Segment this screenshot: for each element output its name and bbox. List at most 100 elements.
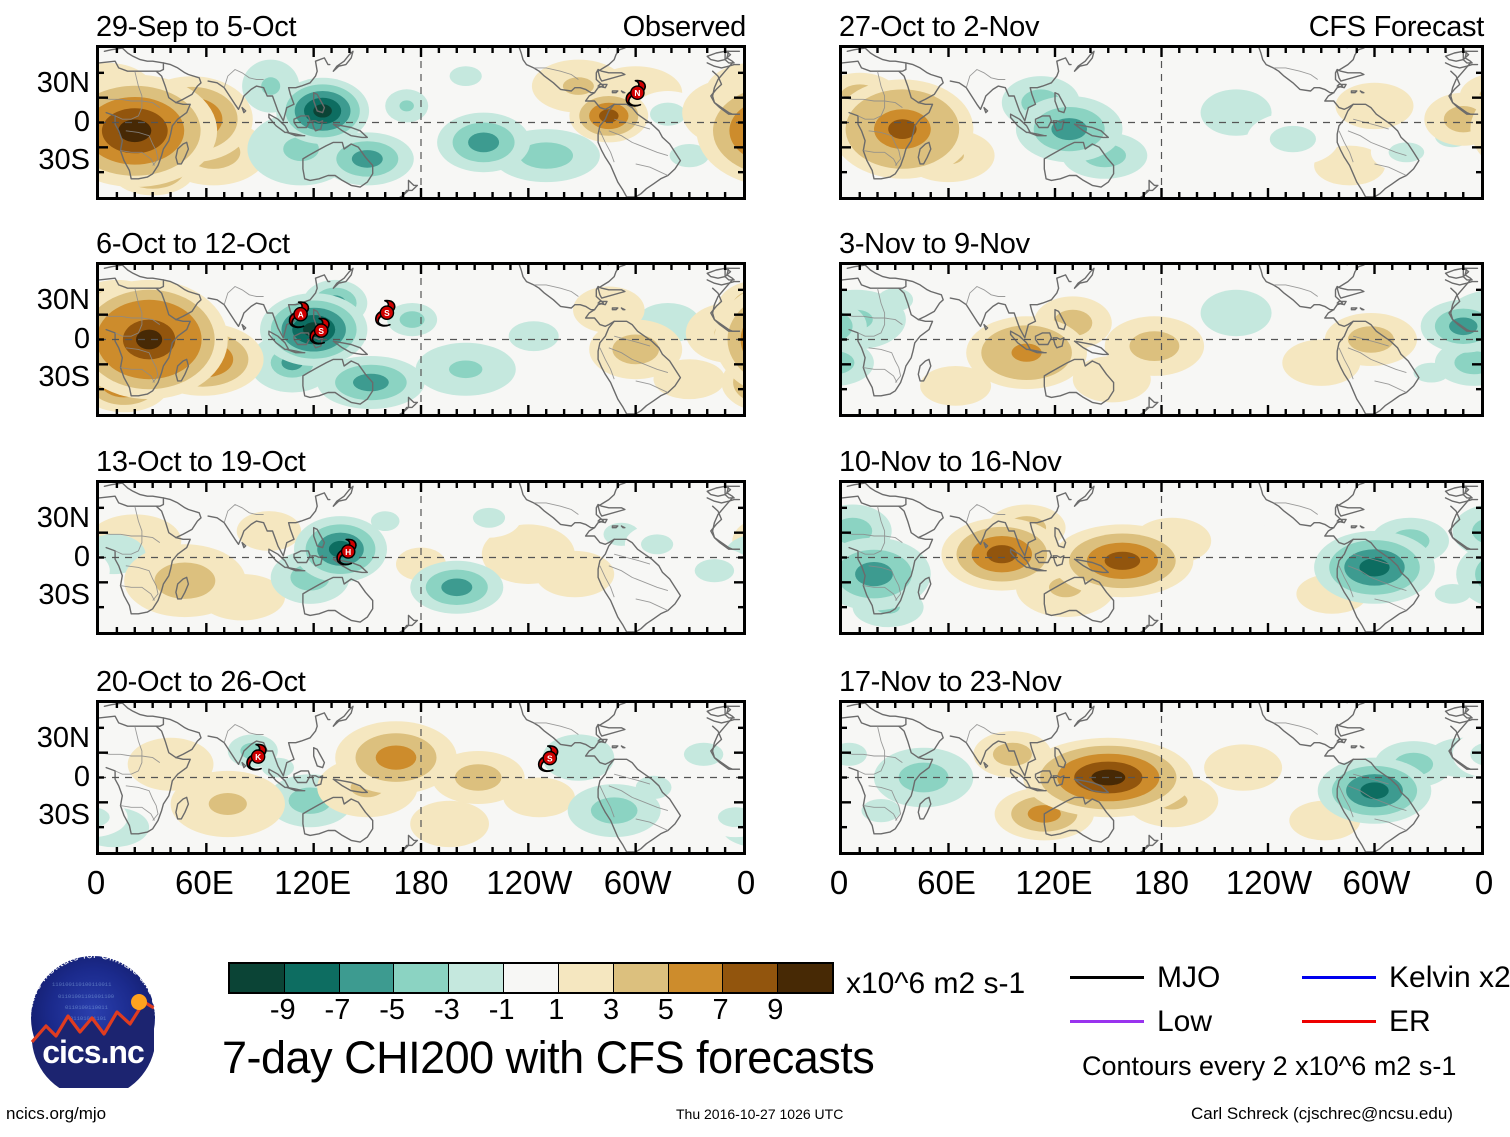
panel-title-cfs-1: 27-Oct to 2-Nov — [839, 11, 1040, 43]
series-legend: MJO Kelvin x2 Low ER Contours every 2 x1… — [1070, 962, 1510, 1080]
map-panel-cfs-2: 3-Nov to 9-Nov — [839, 229, 1484, 417]
coastlines-cfs-4 — [842, 703, 1478, 852]
colorbar-tick-4: -1 — [488, 994, 515, 1026]
storm-markers-obs-3: H — [336, 538, 357, 566]
colorbar-cell-1 — [284, 964, 340, 992]
x-axis-label-1-3: 180 — [1133, 864, 1190, 901]
map-area-cfs-2 — [839, 262, 1484, 417]
panel-tag-cfs-1: CFS Forecast — [1308, 11, 1485, 43]
colorbar-tick-6: 3 — [603, 994, 620, 1026]
cics-logo: 110100110100110011 01101001101001100 011… — [14, 937, 168, 1099]
gridlines-obs-2 — [99, 265, 743, 414]
y-axis-label-0: 0 — [73, 105, 90, 138]
panel-title-cfs-2: 3-Nov to 9-Nov — [839, 228, 1030, 260]
y-axis-label-30s: 30S — [38, 144, 90, 177]
coastlines-cfs-2 — [842, 265, 1478, 414]
panel-title-cfs-4: 17-Nov to 23-Nov — [839, 666, 1062, 698]
map-panel-obs-1: 29-Sep to 5-Oct Observed N — [96, 12, 746, 200]
colorbar-cell-10 — [778, 964, 832, 992]
y-axis-row-0: 30N 0 30S — [4, 45, 90, 200]
footer-timestamp: Thu 2016-10-27 1026 UTC — [676, 1106, 844, 1122]
panel-title-cfs-3: 10-Nov to 16-Nov — [839, 446, 1062, 478]
coastlines-obs-2 — [99, 265, 739, 414]
colorbar-strip — [228, 962, 834, 994]
svg-text:S: S — [318, 326, 324, 336]
legend-label-kelvin: Kelvin x2 — [1389, 961, 1510, 994]
colorbar-cell-9 — [723, 964, 779, 992]
y-axis-row-1: 30N 0 30S — [4, 262, 90, 417]
panel-title-obs-4: 20-Oct to 26-Oct — [96, 666, 306, 698]
svg-text:110100110100110011: 110100110100110011 — [52, 981, 112, 988]
legend-swatch-er — [1302, 1020, 1376, 1023]
svg-text:0110100110011: 0110100110011 — [65, 1004, 109, 1011]
coastlines-cfs-1 — [842, 48, 1478, 197]
axis-ticks-obs-3 — [99, 483, 743, 632]
svg-text:S: S — [384, 308, 390, 318]
svg-text:K: K — [255, 752, 261, 762]
map-canvas-cfs-2 — [842, 265, 1481, 414]
map-area-cfs-1 — [839, 45, 1484, 200]
map-area-obs-2: A S S — [96, 262, 746, 417]
x-axis-label-0-3: 180 — [393, 864, 449, 901]
svg-text:A: A — [298, 310, 304, 320]
y-axis-label-30n: 30N — [36, 721, 90, 754]
y-axis-label-30s: 30S — [38, 361, 90, 394]
axis-ticks-obs-1 — [99, 48, 743, 197]
legend-item-mjo: MJO — [1070, 962, 1220, 993]
coastlines-obs-3 — [99, 483, 739, 632]
map-canvas-obs-3: H — [99, 483, 743, 632]
panel-title-obs-1: 29-Sep to 5-Oct — [96, 11, 297, 43]
y-axis-row-2: 30N 0 30S — [4, 480, 90, 635]
colorbar-tick-2: -5 — [379, 994, 406, 1026]
colorbar: -9 -7 -5 -3 -1 1 3 5 7 9 x10^6 m2 s-1 — [228, 962, 1025, 1032]
map-area-cfs-4 — [839, 700, 1484, 855]
map-area-cfs-3 — [839, 480, 1484, 635]
colorbar-cell-5 — [504, 964, 559, 992]
legend-item-kelvin: Kelvin x2 — [1302, 962, 1510, 993]
x-axis-label-1-0: 0 — [829, 864, 849, 901]
map-canvas-obs-2: A S S — [99, 265, 743, 414]
legend-swatch-mjo — [1070, 976, 1144, 979]
svg-text:N: N — [634, 88, 640, 98]
x-axis-label-1-2: 120E — [1015, 864, 1093, 901]
footer-author: Carl Schreck (cjschrec@ncsu.edu) — [1191, 1104, 1453, 1123]
map-panel-obs-3: 13-Oct to 19-Oct H — [96, 447, 746, 635]
map-area-obs-1: N — [96, 45, 746, 200]
legend-swatch-low — [1070, 1020, 1144, 1023]
map-canvas-cfs-3 — [842, 483, 1481, 632]
legend-item-low: Low — [1070, 1006, 1212, 1037]
colorbar-cell-3 — [394, 964, 450, 992]
storm-markers-obs-2: A S S — [288, 299, 396, 345]
map-canvas-obs-4: K S — [99, 703, 743, 852]
anomaly-field-cfs-3 — [842, 483, 1481, 632]
map-panel-obs-2: 6-Oct to 12-Oct A S S — [96, 229, 746, 417]
y-axis-label-30s: 30S — [38, 799, 90, 832]
x-axis-label-1-5: 60W — [1342, 864, 1411, 901]
svg-text:01101001101001100: 01101001101001100 — [58, 993, 114, 1000]
map-canvas-cfs-4 — [842, 703, 1481, 852]
map-area-obs-4: K S — [96, 700, 746, 855]
colorbar-cell-0 — [230, 964, 285, 992]
y-axis-label-0: 0 — [73, 322, 90, 355]
panel-title-obs-3: 13-Oct to 19-Oct — [96, 446, 306, 478]
gridlines-cfs-1 — [842, 48, 1481, 197]
colorbar-units: x10^6 m2 s-1 — [846, 967, 1026, 1000]
panel-tag-obs-1: Observed — [622, 11, 747, 43]
footer-link[interactable]: ncics.org/mjo — [6, 1104, 107, 1123]
gridlines-cfs-4 — [842, 703, 1481, 852]
svg-text:H: H — [345, 547, 351, 557]
axis-ticks-cfs-2 — [842, 265, 1481, 414]
panel-title-obs-2: 6-Oct to 12-Oct — [96, 228, 290, 260]
map-canvas-cfs-1 — [842, 48, 1481, 197]
storm-markers-obs-4: K S — [246, 743, 559, 773]
legend-label-low: Low — [1157, 1005, 1213, 1038]
map-panel-obs-4: 20-Oct to 26-Oct K S — [96, 667, 746, 855]
colorbar-tick-5: 1 — [548, 994, 565, 1026]
colorbar-tick-1: -7 — [324, 994, 351, 1026]
y-axis-label-30n: 30N — [36, 283, 90, 316]
map-panel-cfs-1: 27-Oct to 2-Nov CFS Forecast — [839, 12, 1484, 200]
map-panel-cfs-3: 10-Nov to 16-Nov — [839, 447, 1484, 635]
gridlines-obs-3 — [99, 483, 743, 632]
legend-label-er: ER — [1389, 1005, 1431, 1038]
axis-ticks-cfs-1 — [842, 48, 1481, 197]
